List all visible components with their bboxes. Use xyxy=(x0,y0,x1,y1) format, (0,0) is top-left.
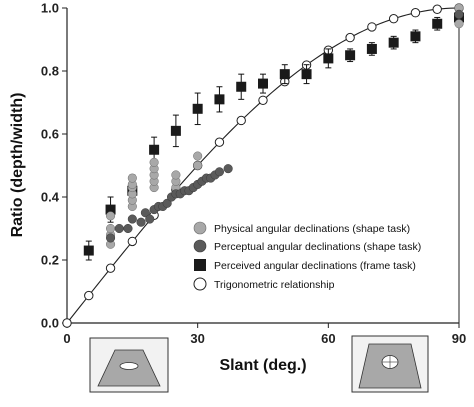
perceived-point xyxy=(366,43,377,54)
trig-point xyxy=(214,137,225,147)
perceptual-point xyxy=(123,223,133,234)
perceived-point xyxy=(432,18,443,29)
physical-point xyxy=(171,170,181,180)
perceived-point xyxy=(192,103,203,114)
y-tick-label: 0.2 xyxy=(41,253,59,268)
trig-point xyxy=(367,22,377,32)
x-tick-label: 0 xyxy=(63,331,70,346)
y-tick-label: 1.0 xyxy=(41,1,59,16)
y-tick-label: 0.6 xyxy=(41,127,59,142)
perceptual-point xyxy=(106,233,116,243)
perceived-point xyxy=(149,144,160,155)
perceived-point xyxy=(170,125,181,136)
legend-label-trig: Trigonometric relationship xyxy=(214,279,335,291)
perceived-point xyxy=(214,94,225,105)
perceived-point xyxy=(301,69,312,80)
perceptual-point xyxy=(136,217,146,227)
perceived-point xyxy=(410,31,421,42)
trig-point xyxy=(62,318,72,328)
physical-point xyxy=(193,151,203,161)
inset-shallow-slant-illustration xyxy=(89,337,169,393)
trig-point xyxy=(345,32,355,43)
trig-point xyxy=(388,14,399,24)
trig-point xyxy=(127,236,138,247)
legend-label-perceived: Perceived angular declinations (frame ta… xyxy=(214,260,416,272)
perceptual-point xyxy=(223,164,233,174)
inset-shallow-ellipse xyxy=(119,362,139,370)
data-marks xyxy=(62,3,464,328)
perceptual-point xyxy=(214,167,224,177)
perceptual-point xyxy=(162,198,172,208)
trig-point xyxy=(410,8,421,18)
trig-curve xyxy=(66,7,460,324)
perceptual-point xyxy=(454,9,464,19)
perceived-point xyxy=(388,37,399,48)
y-tick-label: 0.4 xyxy=(41,190,60,205)
trig-point xyxy=(236,115,246,126)
perceptual-point xyxy=(127,214,137,224)
trig-point xyxy=(105,263,116,273)
perceived-point xyxy=(236,81,247,92)
x-axis-title: Slant (deg.) xyxy=(219,357,306,374)
perceived-point xyxy=(279,69,290,80)
trig-point xyxy=(258,95,268,105)
perceived-point xyxy=(323,53,334,64)
physical-point xyxy=(193,160,203,171)
legend-marker-perceptual xyxy=(193,239,207,253)
trig-curve-line xyxy=(66,7,460,324)
perceived-point xyxy=(345,50,356,61)
x-tick-label: 90 xyxy=(452,331,466,346)
y-tick-label: 0.0 xyxy=(41,316,59,331)
physical-point xyxy=(106,223,116,234)
x-tick-label: 60 xyxy=(321,331,335,346)
y-axis-title: Ratio (depth/width) xyxy=(9,93,26,238)
legend-marker-trig xyxy=(193,277,207,291)
trig-point xyxy=(432,4,442,14)
physical-point xyxy=(127,173,137,183)
legend-label-perceptual: Perceptual angular declinations (shape t… xyxy=(214,241,421,253)
perceptual-point xyxy=(140,208,150,218)
perceived-point xyxy=(258,78,268,89)
legend-label-physical: Physical angular declinations (shape tas… xyxy=(214,223,410,235)
plot-frame xyxy=(66,8,460,324)
legend-marker-physical xyxy=(193,221,207,235)
perceptual-point xyxy=(114,223,124,234)
x-tick-label: 30 xyxy=(190,331,204,346)
y-tick-label: 0.8 xyxy=(41,64,59,79)
legend-marker-perceived xyxy=(194,259,206,271)
physical-point xyxy=(454,19,464,29)
legend: Physical angular declinations (shape tas… xyxy=(193,221,421,291)
trig-point xyxy=(84,290,94,301)
axis-ticks: 0 30 60 90 0.0 0.2 0.4 0.6 0.8 1.0 xyxy=(41,1,466,347)
perceived-point xyxy=(83,245,94,256)
inset-steep-slant-illustration xyxy=(351,335,429,393)
perceptual-point xyxy=(145,214,155,224)
physical-point xyxy=(106,211,116,221)
perceived-point xyxy=(105,204,116,215)
physical-point xyxy=(149,157,159,167)
